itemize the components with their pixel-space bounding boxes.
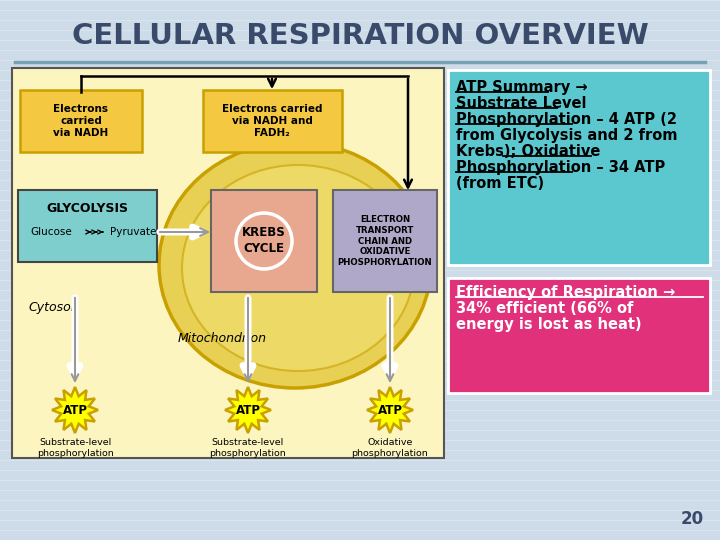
- Text: ATP: ATP: [235, 403, 261, 416]
- FancyBboxPatch shape: [12, 68, 444, 458]
- Text: Substrate Level: Substrate Level: [456, 96, 587, 111]
- Text: ATP Summary →: ATP Summary →: [456, 80, 588, 95]
- Text: GLYCOLYSIS: GLYCOLYSIS: [46, 201, 128, 214]
- Text: from Glycolysis and 2 from: from Glycolysis and 2 from: [456, 128, 678, 143]
- Text: ATP: ATP: [377, 403, 402, 416]
- Text: energy is lost as heat): energy is lost as heat): [456, 317, 642, 332]
- Text: Electrons
carried
via NADH: Electrons carried via NADH: [53, 104, 109, 138]
- FancyBboxPatch shape: [448, 70, 710, 265]
- FancyBboxPatch shape: [20, 90, 142, 152]
- Polygon shape: [52, 387, 98, 433]
- Text: 34% efficient (66% of: 34% efficient (66% of: [456, 301, 634, 316]
- Text: Electrons carried
via NADH and
FADH₂: Electrons carried via NADH and FADH₂: [222, 104, 323, 138]
- Ellipse shape: [182, 165, 414, 371]
- Text: Substrate-level
phosphorylation: Substrate-level phosphorylation: [37, 438, 113, 458]
- FancyBboxPatch shape: [211, 190, 317, 292]
- Text: (from ETC): (from ETC): [456, 176, 544, 191]
- Text: ATP: ATP: [63, 403, 88, 416]
- Text: Mitochondrion: Mitochondrion: [178, 332, 267, 345]
- Text: Cytosol: Cytosol: [28, 301, 74, 314]
- Text: Oxidative
phosphorylation: Oxidative phosphorylation: [351, 438, 428, 458]
- FancyBboxPatch shape: [448, 278, 710, 393]
- Text: CELLULAR RESPIRATION OVERVIEW: CELLULAR RESPIRATION OVERVIEW: [71, 22, 649, 50]
- FancyBboxPatch shape: [18, 190, 157, 262]
- Ellipse shape: [159, 142, 431, 388]
- Text: Glucose: Glucose: [30, 227, 72, 237]
- Text: ELECTRON
TRANSPORT
CHAIN AND
OXIDATIVE
PHOSPHORYLATION: ELECTRON TRANSPORT CHAIN AND OXIDATIVE P…: [338, 215, 432, 267]
- Text: Phosphorylation – 4 ATP (2: Phosphorylation – 4 ATP (2: [456, 112, 677, 127]
- Text: KREBS
CYCLE: KREBS CYCLE: [242, 226, 286, 255]
- Text: Efficiency of Respiration →: Efficiency of Respiration →: [456, 285, 675, 300]
- Text: Krebs); Oxidative: Krebs); Oxidative: [456, 144, 600, 159]
- Text: Phosphorylation – 34 ATP: Phosphorylation – 34 ATP: [456, 160, 665, 175]
- Polygon shape: [367, 387, 413, 433]
- Polygon shape: [225, 387, 271, 433]
- Text: 20: 20: [681, 510, 704, 528]
- Text: Pyruvate: Pyruvate: [110, 227, 156, 237]
- FancyBboxPatch shape: [333, 190, 437, 292]
- FancyBboxPatch shape: [203, 90, 342, 152]
- Text: Substrate-level
phosphorylation: Substrate-level phosphorylation: [210, 438, 287, 458]
